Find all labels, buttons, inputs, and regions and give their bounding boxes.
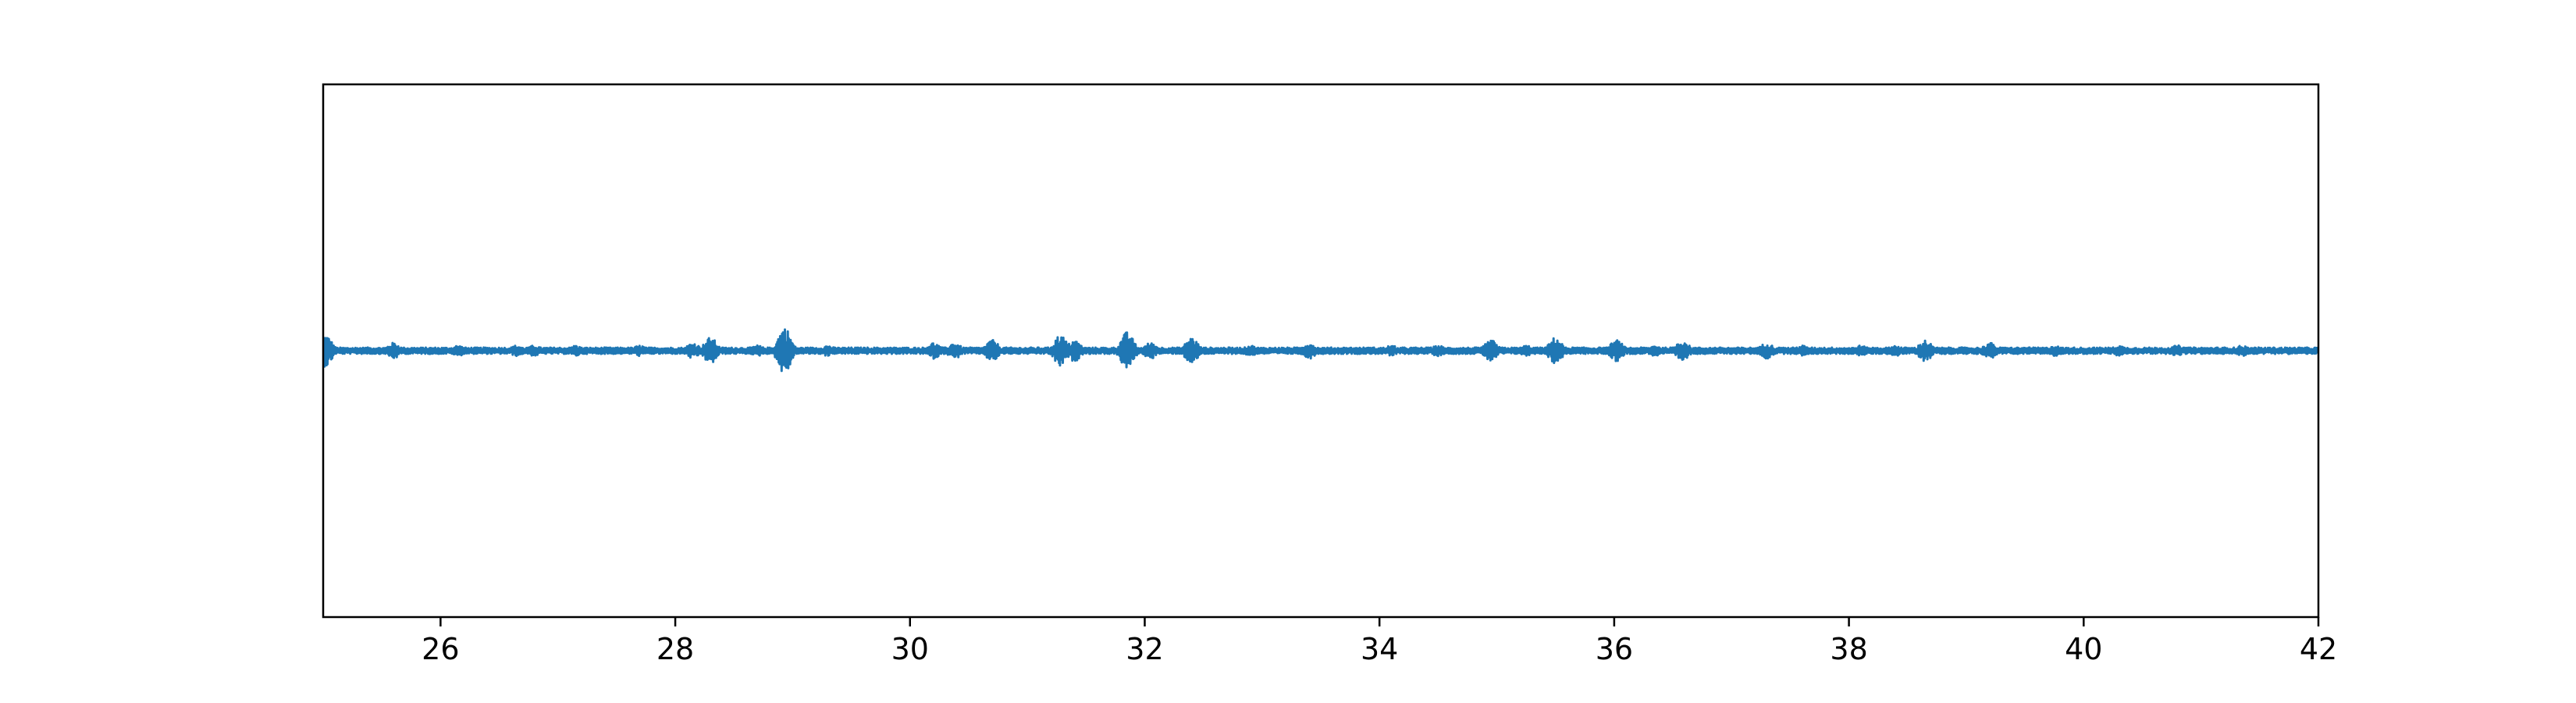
x-tick-label: 32: [1126, 632, 1163, 666]
x-tick-label: 26: [422, 632, 459, 666]
x-tick-label: 30: [891, 632, 929, 666]
x-tick-label: 40: [2065, 632, 2102, 666]
x-tick-label: 28: [656, 632, 694, 666]
axes: 26 28 30 32 34 36 38 40 42: [322, 83, 2337, 666]
axes-frame: [322, 83, 2320, 619]
series-line: [323, 328, 2318, 373]
x-tick-label: 34: [1361, 632, 1398, 666]
x-tick-label: 36: [1596, 632, 1633, 666]
plot-area: [323, 328, 2318, 373]
x-tick-label: 38: [1830, 632, 1867, 666]
x-tick-label: 42: [2300, 632, 2337, 666]
